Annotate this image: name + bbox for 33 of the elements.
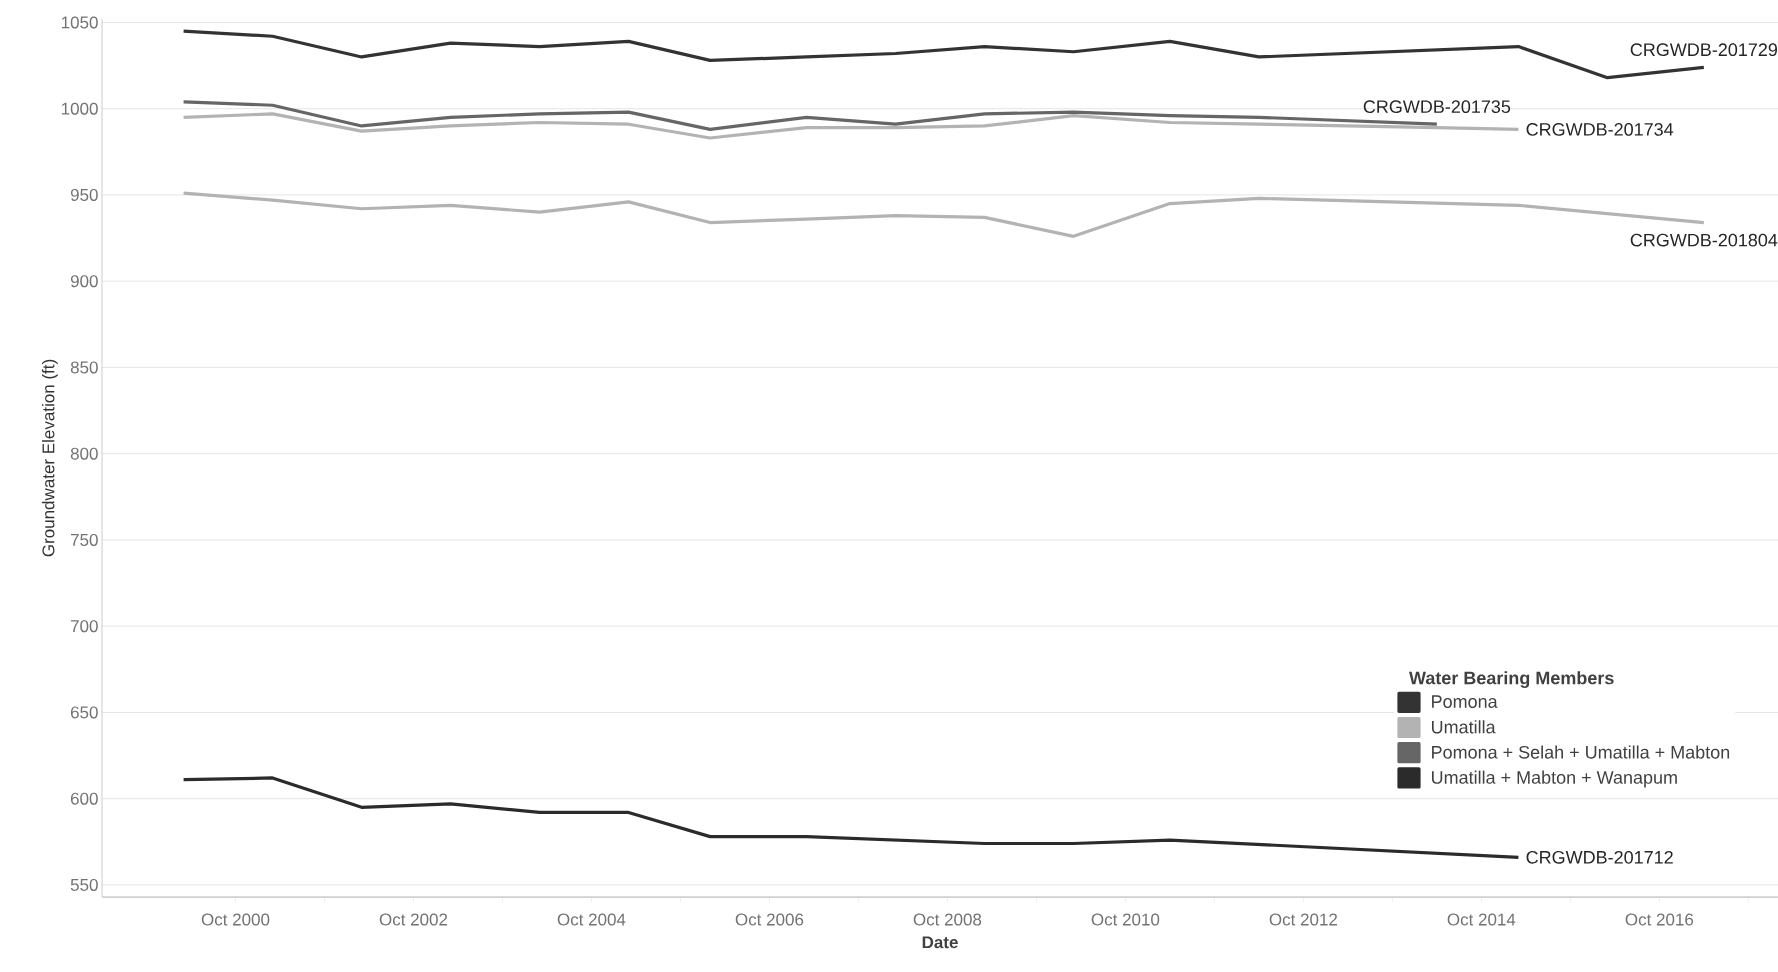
x-tick-label: Oct 2016 [1625,913,1694,926]
annotation: CRGWDB-201734 [1526,123,1674,136]
x-tick-label: Oct 2008 [913,913,982,926]
y-tick-label: 700 [70,620,98,633]
y-axis-title: Groundwater Elevation (ft) [41,359,58,557]
x-axis-title: Date [922,936,958,949]
annotation: CRGWDB-201804 [1630,233,1778,247]
y-tick-label: 650 [70,706,98,719]
y-tick-label: 750 [70,533,98,546]
x-tick-label: Oct 2002 [379,913,448,926]
y-tick-label: 1000 [61,102,98,115]
x-tick-label: Oct 2014 [1447,913,1516,926]
legend-title: Water Bearing Members [1409,671,1614,689]
y-tick-label: 900 [70,275,98,288]
line-series [181,112,1521,140]
x-tick-label: Oct 2004 [557,913,626,926]
annotation: CRGWDB-201729 [1630,43,1777,57]
y-tick-label: 950 [70,188,98,201]
annotation: CRGWDB-201712 [1526,850,1673,864]
x-tick-label: Oct 2012 [1269,913,1337,926]
legend-label: Pomona [1432,695,1498,708]
legend-label: Umatilla + Mabton + Wanapum [1431,770,1677,788]
legend-label: Umatilla [1431,720,1496,734]
x-tick-label: Oct 2006 [735,913,804,926]
y-tick-label: 850 [70,361,98,374]
annotation: CRGWDB-201735 [1363,100,1511,114]
y-tick-label: 800 [70,447,98,460]
x-tick-label: Oct 2000 [201,913,270,926]
legend-label: Pomona + Selah + Umatilla + Mabton [1432,745,1730,759]
y-tick-label: 1050 [61,16,98,29]
y-tick-label: 600 [70,792,98,805]
y-tick-label: 550 [70,878,98,891]
x-tick-label: Oct 2010 [1091,913,1160,926]
